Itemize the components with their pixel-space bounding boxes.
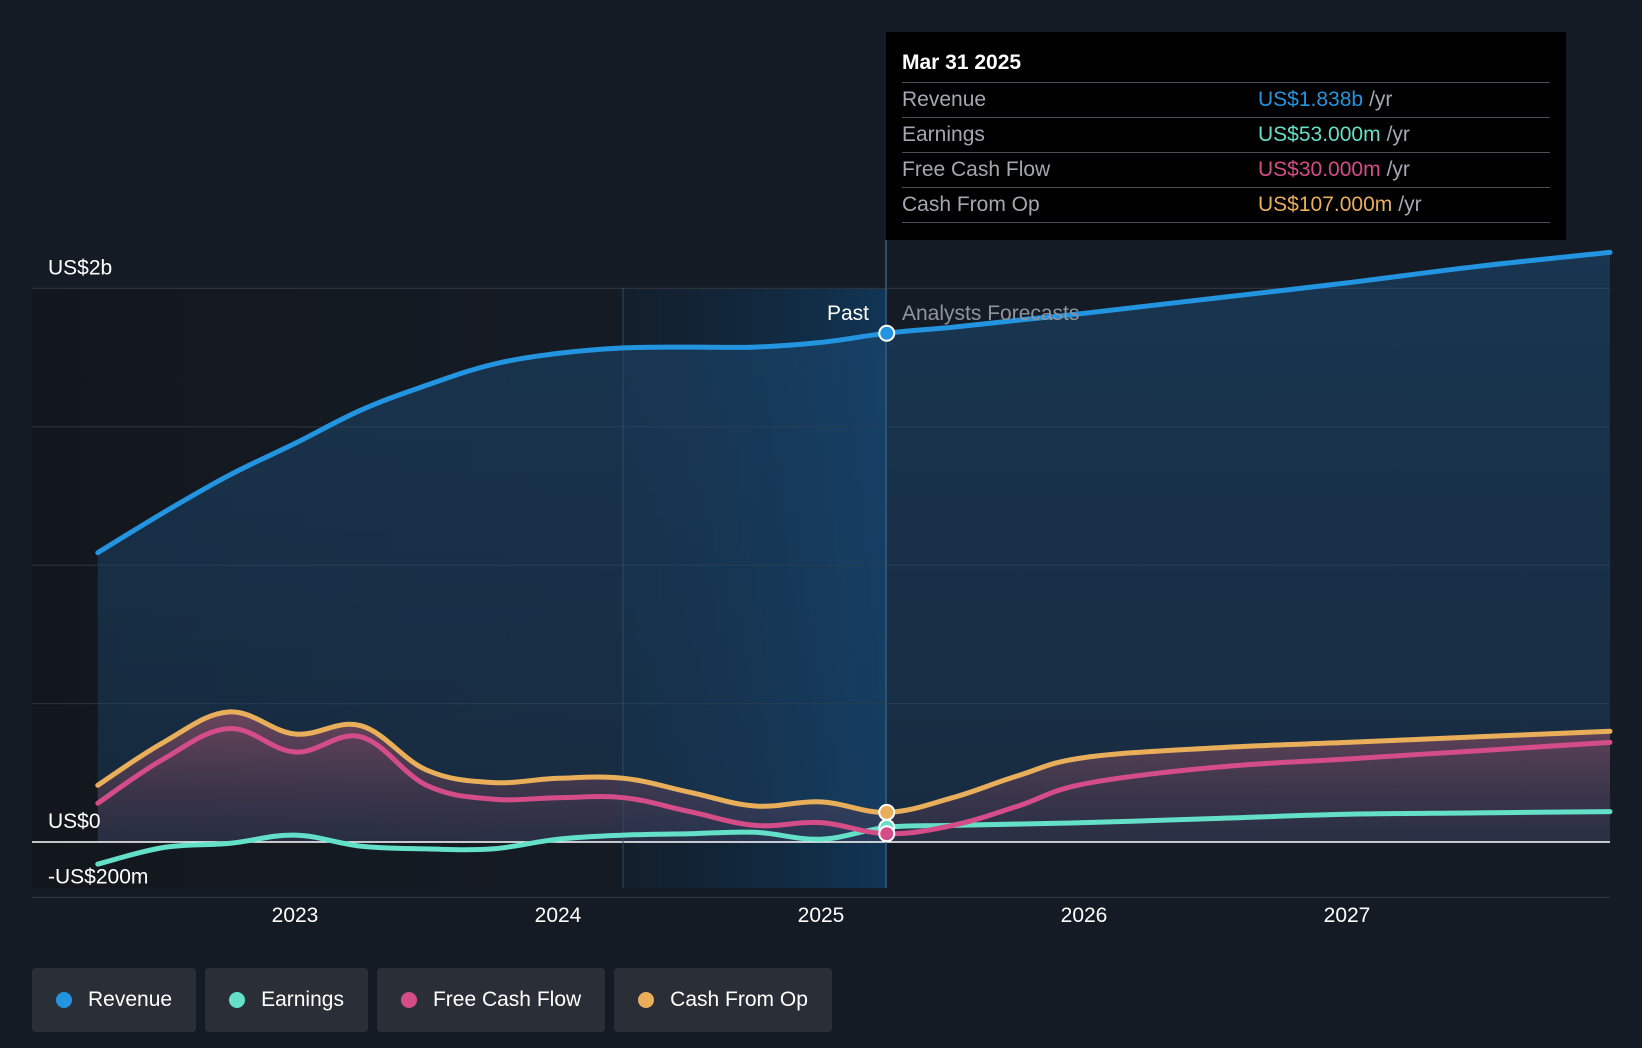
tooltip-row-revenue: Revenue US$1.838b/yr: [902, 83, 1550, 118]
x-tick-label: 2025: [798, 904, 845, 927]
tooltip-label: Earnings: [902, 123, 985, 146]
legend-label: Free Cash Flow: [432, 988, 582, 1011]
tooltip-value: US$30.000m: [1258, 158, 1381, 181]
free-cash-flow-line: [95, 725, 1613, 837]
cash-from-op-area: [97, 711, 1610, 842]
past-region-label: Past: [827, 302, 869, 325]
legend-label: Earnings: [261, 988, 344, 1011]
x-axis-labels: 2023 2024 2025 2026 2027: [272, 904, 1371, 927]
tooltip-row-free-cash-flow: Free Cash Flow US$30.000m/yr: [902, 153, 1550, 188]
revenue-area: [97, 252, 1610, 842]
cash-from-op-dot-icon: [638, 992, 655, 1008]
tooltip-value: US$53.000m: [1258, 123, 1381, 146]
legend-item-earnings[interactable]: Earnings: [205, 968, 368, 1032]
x-tick-label: 2027: [1324, 904, 1371, 927]
tooltip: Mar 31 2025 Revenue US$1.838b/yr Earning…: [886, 32, 1566, 240]
free-cash-flow-marker[interactable]: [878, 825, 896, 843]
y-tick-label: US$2b: [48, 256, 112, 279]
revenue-marker[interactable]: [878, 324, 896, 342]
legend: Revenue Earnings Free Cash Flow Cash Fro…: [32, 968, 832, 1032]
legend-label: Cash From Op: [670, 988, 808, 1011]
earnings-line: [95, 809, 1613, 867]
y-tick-label: -US$200m: [48, 865, 148, 888]
x-tick-label: 2026: [1061, 904, 1108, 927]
forecast-region-label: Analysts Forecasts: [902, 302, 1079, 325]
tooltip-row-cash-from-op: Cash From Op US$107.000m/yr: [902, 188, 1550, 223]
cash-from-op-marker[interactable]: [878, 803, 896, 821]
y-tick-label: US$0: [48, 810, 101, 833]
earnings-dot-icon: [229, 992, 246, 1008]
free-cash-flow-dot-icon: [400, 992, 417, 1008]
legend-item-revenue[interactable]: Revenue: [32, 968, 197, 1032]
series-markers: [878, 324, 896, 843]
revenue-dot-icon: [56, 992, 72, 1008]
x-tick-label: 2024: [535, 904, 582, 927]
legend-item-free-cash-flow[interactable]: Free Cash Flow: [376, 968, 606, 1032]
series-lines: [95, 249, 1613, 867]
legend-label: Revenue: [88, 988, 173, 1011]
tooltip-date: Mar 31 2025: [902, 44, 1550, 83]
tooltip-unit: /yr: [1369, 88, 1393, 111]
legend-item-cash-from-op[interactable]: Cash From Op: [614, 968, 832, 1032]
tooltip-row-earnings: Earnings US$53.000m/yr: [902, 118, 1550, 153]
x-tick-label: 2023: [272, 904, 319, 927]
series-areas: [97, 252, 1610, 842]
tooltip-label: Free Cash Flow: [902, 158, 1051, 181]
tooltip-unit: /yr: [1386, 158, 1410, 181]
tooltip-label: Revenue: [902, 88, 987, 111]
y-axis-labels: US$2b US$0 -US$200m: [48, 256, 148, 888]
tooltip-unit: /yr: [1398, 193, 1422, 216]
tooltip-value: US$107.000m: [1258, 193, 1393, 216]
tooltip-label: Cash From Op: [902, 193, 1040, 216]
tooltip-unit: /yr: [1386, 123, 1410, 146]
revenue-line: [95, 249, 1613, 556]
cash-from-op-line: [95, 709, 1613, 815]
tooltip-value: US$1.838b: [1258, 88, 1364, 111]
